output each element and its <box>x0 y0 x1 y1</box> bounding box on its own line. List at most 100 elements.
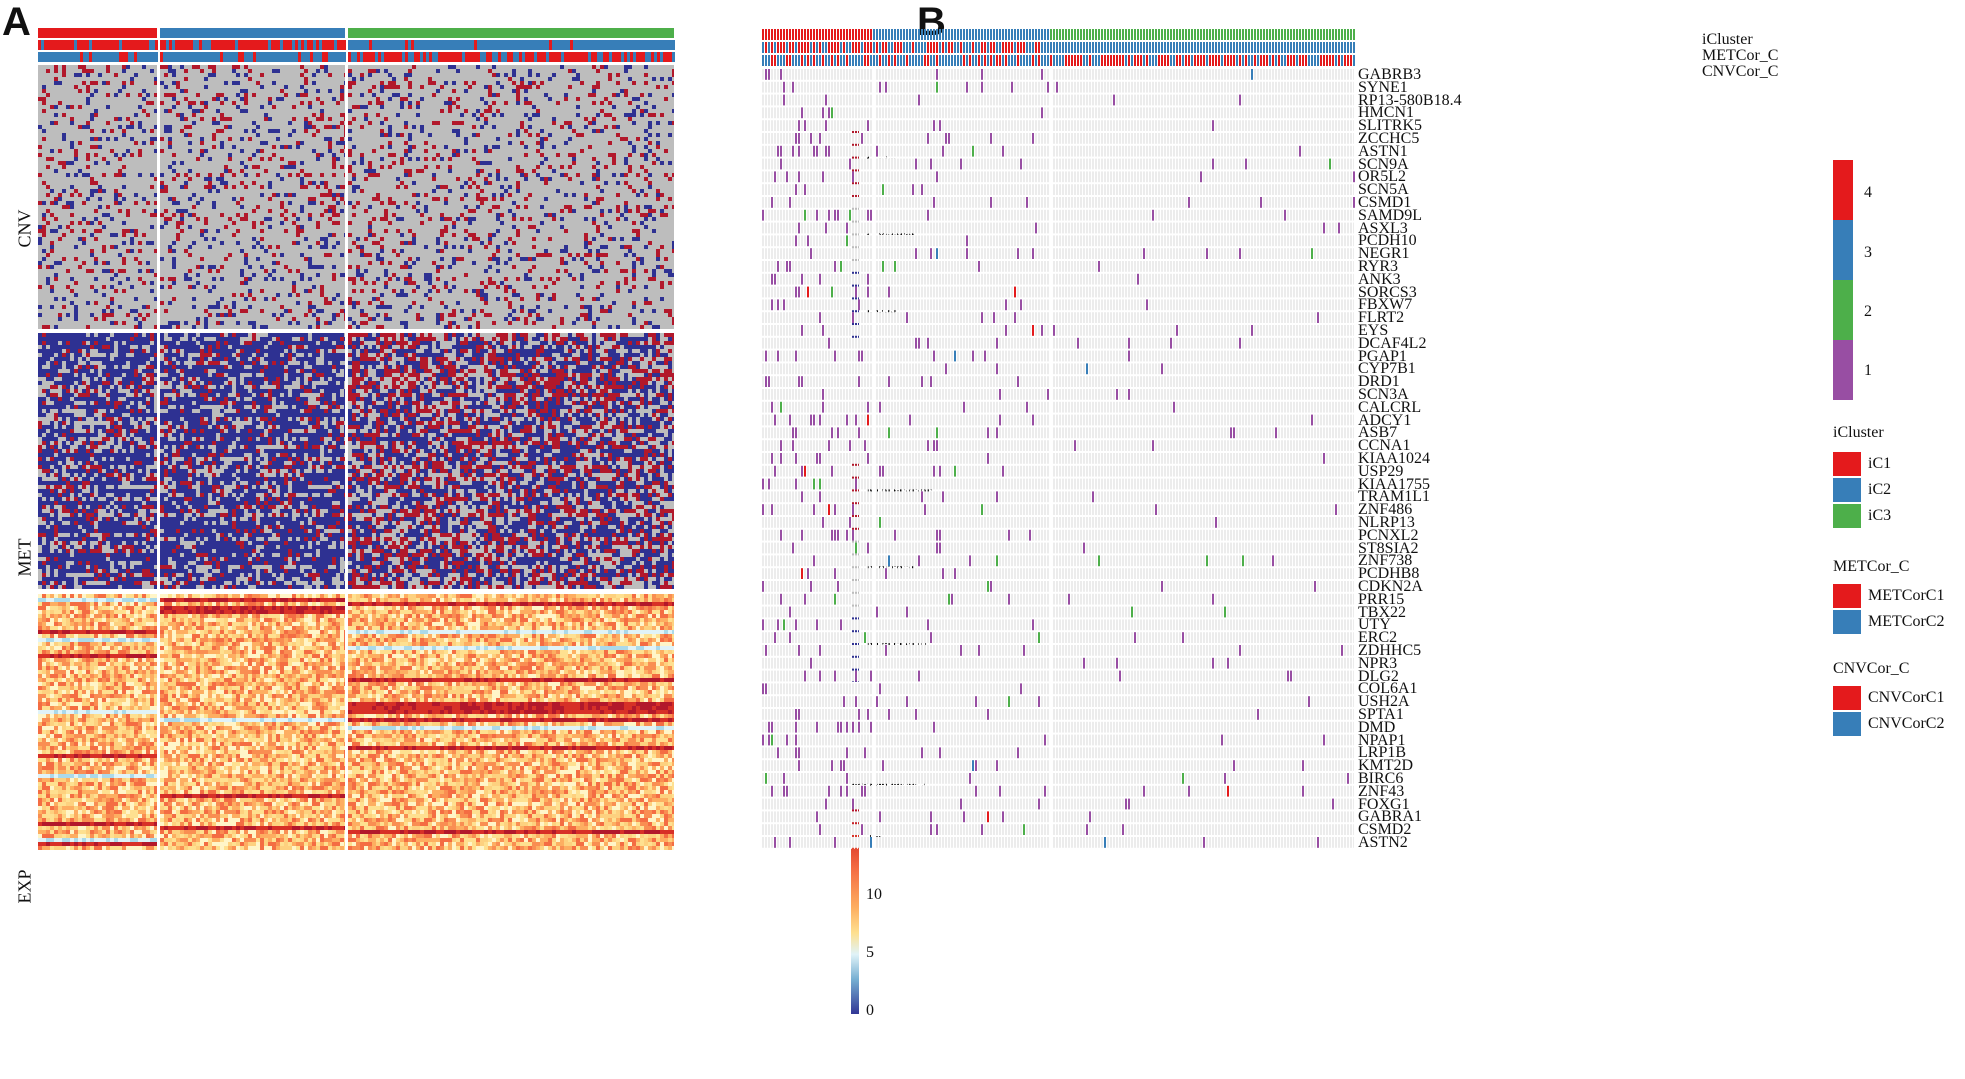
gene-label: ZCCHC5 <box>1358 131 1419 147</box>
gene-label: OR5L2 <box>1358 169 1406 185</box>
gene-label: RYR3 <box>1358 259 1398 275</box>
gene-label: USH2A <box>1358 694 1410 710</box>
gene-label: SYNE1 <box>1358 79 1408 96</box>
exp-tick-15: 15 <box>866 829 882 847</box>
gene-label: KIAA1024 <box>1358 451 1430 467</box>
met-normal-swatch <box>851 536 859 609</box>
gene-label: COL6A1 <box>1358 681 1418 697</box>
mut-legend-swatch-4 <box>1833 160 1853 220</box>
legend-label-ic1: iC1 <box>1868 455 1891 473</box>
gene-label: ADCY1 <box>1358 412 1411 429</box>
gene-label: CCNA1 <box>1358 438 1410 454</box>
legend-key-ic2 <box>1833 478 1861 502</box>
legend-key-cnvcorc1 <box>1833 686 1861 710</box>
cnv-loss-swatch <box>851 270 859 343</box>
gene-label: FBXW7 <box>1358 297 1412 313</box>
met-hyper-label: MetHyper <box>866 483 932 501</box>
gene-label: ZNF486 <box>1358 502 1412 518</box>
exp-legend-title: Log2(EXP) <box>851 772 926 790</box>
legend-label-cnvcorc1: CNVCorC1 <box>1868 689 1944 707</box>
gene-label: PCDH10 <box>1358 233 1417 249</box>
gene-label: UTY <box>1358 617 1391 633</box>
gene-label: TBX22 <box>1358 604 1406 621</box>
gene-label: PCNXL2 <box>1358 527 1418 544</box>
gene-label: CALCRL <box>1358 399 1421 416</box>
mut-legend-label-3: 3 <box>1864 244 1872 262</box>
gene-label: ERC2 <box>1358 630 1397 646</box>
gene-label: PGAP1 <box>1358 348 1407 365</box>
cnv-normal-swatch <box>851 197 859 270</box>
legend-key-ic3 <box>1833 504 1861 528</box>
gene-label: NPAP1 <box>1358 732 1405 749</box>
mut-legend-swatch-3 <box>1833 220 1853 280</box>
legend-key-metcorc2 <box>1833 610 1861 634</box>
exp-tick-5: 5 <box>866 944 874 962</box>
gene-label: FOXG1 <box>1358 796 1410 813</box>
gene-label: SCN5A <box>1358 182 1409 198</box>
exp-tick-0: 0 <box>866 1002 874 1020</box>
gene-label: DRD1 <box>1358 374 1400 390</box>
met-normal-label: Normal <box>866 560 915 578</box>
gene-label: NEGR1 <box>1358 246 1410 262</box>
gene-label: SPTA1 <box>1358 707 1404 723</box>
legend-label-cnvcorc2: CNVCorC2 <box>1868 715 1944 733</box>
met-row-label: MET <box>15 533 36 583</box>
mut-legend-label-4: 4 <box>1864 184 1872 202</box>
gene-label: CSMD2 <box>1358 822 1411 838</box>
gene-label: RP13-580B18.4 <box>1358 92 1462 109</box>
gene-label: PCDHB8 <box>1358 566 1419 582</box>
gene-label: SCN9A <box>1358 156 1409 173</box>
gene-label: ZNF738 <box>1358 553 1412 569</box>
legend-title-metcor: METCor_C <box>1833 558 1909 576</box>
legend-label-ic3: iC3 <box>1868 507 1891 525</box>
cnv-gain-label: Gain <box>866 153 897 171</box>
met-hypo-label: MetHypo <box>866 635 927 653</box>
gene-label: TRAM1L1 <box>1358 489 1430 505</box>
legend-label-metcorc1: METCorC1 <box>1868 587 1944 605</box>
gene-label: ASB7 <box>1358 425 1397 441</box>
gene-label: CYP7B1 <box>1358 361 1416 377</box>
annot-icluster-1 <box>38 28 157 38</box>
gene-label: GABRA1 <box>1358 809 1422 825</box>
cnv-row-label: CNV <box>15 204 36 254</box>
gene-label: NLRP13 <box>1358 515 1415 531</box>
gene-label: KIAA1755 <box>1358 476 1430 493</box>
exp-colorbar <box>851 801 859 1014</box>
legend-title-cnvcor: CNVCor_C <box>1833 660 1909 678</box>
exp-row-label: EXP <box>15 862 36 912</box>
gene-label: DLG2 <box>1358 668 1399 685</box>
gene-label: CSMD1 <box>1358 195 1411 211</box>
legend-title-icluster: iCluster <box>1833 424 1884 442</box>
mut-legend-swatch-1 <box>1833 340 1853 400</box>
panel-a-label: A <box>2 0 31 45</box>
legend-key-cnvcorc2 <box>1833 712 1861 736</box>
gene-label: FLRT2 <box>1358 310 1404 326</box>
gene-label: DCAF4L2 <box>1358 335 1426 352</box>
gene-label: USP29 <box>1358 463 1403 480</box>
gene-label: LRP1B <box>1358 745 1406 761</box>
legend-key-metcorc1 <box>1833 584 1861 608</box>
legend-key-ic1 <box>1833 452 1861 476</box>
gene-label: ASTN2 <box>1358 835 1408 851</box>
annot-icluster-3 <box>348 28 674 38</box>
gene-label: DMD <box>1358 719 1395 736</box>
gene-label: SLITRK5 <box>1358 118 1422 134</box>
cnv-normal-label: Normal <box>866 222 915 240</box>
met-hypo-swatch <box>851 609 859 682</box>
legend-label-ic2: iC2 <box>1868 481 1891 499</box>
cnv-gain-swatch <box>851 124 859 197</box>
gene-label: GABRB3 <box>1358 67 1421 83</box>
gene-label: BIRC6 <box>1358 771 1403 787</box>
gene-label: SAMD9L <box>1358 207 1422 224</box>
gene-label: ZDHHC5 <box>1358 643 1421 659</box>
gene-label: ASTN1 <box>1358 143 1408 160</box>
track-name-icluster: iCluster <box>1702 32 1753 48</box>
gene-label: HMCN1 <box>1358 105 1414 121</box>
track-name-metcor: METCor_C <box>1702 48 1778 64</box>
gene-label: ASXL3 <box>1358 220 1408 237</box>
track-name-cnvcor: CNVCor_C <box>1702 64 1778 80</box>
gene-label: EYS <box>1358 323 1388 339</box>
cnv-loss-label: Loss <box>866 300 896 318</box>
gene-label: NPR3 <box>1358 655 1397 672</box>
